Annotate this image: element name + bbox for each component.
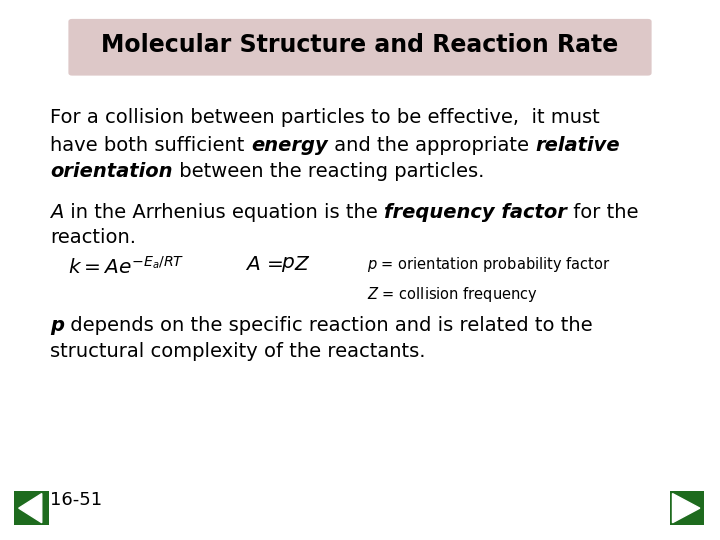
Text: in the Arrhenius equation is the: in the Arrhenius equation is the xyxy=(64,202,384,221)
Text: energy: energy xyxy=(251,136,328,155)
Text: $k = Ae^{-E_a/RT}$: $k = Ae^{-E_a/RT}$ xyxy=(68,255,185,278)
Text: orientation: orientation xyxy=(50,162,173,181)
Text: relative: relative xyxy=(535,136,620,155)
Text: For a collision between particles to be effective,  it must: For a collision between particles to be … xyxy=(50,108,600,127)
Text: $Z$ = collision frequency: $Z$ = collision frequency xyxy=(367,285,538,304)
Text: $\mathbf{\mathit{p}}$ = orientation probability factor: $\mathbf{\mathit{p}}$ = orientation prob… xyxy=(367,255,611,274)
Text: A: A xyxy=(50,202,64,221)
Text: frequency factor: frequency factor xyxy=(384,202,567,221)
Polygon shape xyxy=(672,494,700,523)
Text: have both sufficient: have both sufficient xyxy=(50,136,251,155)
Text: for the: for the xyxy=(567,202,638,221)
Text: between the reacting particles.: between the reacting particles. xyxy=(173,162,485,181)
FancyBboxPatch shape xyxy=(68,19,652,76)
Polygon shape xyxy=(19,494,42,523)
Text: and the appropriate: and the appropriate xyxy=(328,136,535,155)
Text: $\mathbf{\mathit{p}}$: $\mathbf{\mathit{p}}$ xyxy=(281,255,294,274)
Text: $A$ =: $A$ = xyxy=(245,255,285,274)
FancyBboxPatch shape xyxy=(14,491,49,525)
Text: 16-51: 16-51 xyxy=(50,491,102,509)
Text: Molecular Structure and Reaction Rate: Molecular Structure and Reaction Rate xyxy=(102,33,618,57)
Text: $Z$: $Z$ xyxy=(294,255,310,274)
Text: depends on the specific reaction and is related to the: depends on the specific reaction and is … xyxy=(64,316,593,335)
FancyBboxPatch shape xyxy=(670,491,704,525)
Text: p: p xyxy=(50,316,64,335)
Text: reaction.: reaction. xyxy=(50,228,136,247)
Text: structural complexity of the reactants.: structural complexity of the reactants. xyxy=(50,342,426,361)
